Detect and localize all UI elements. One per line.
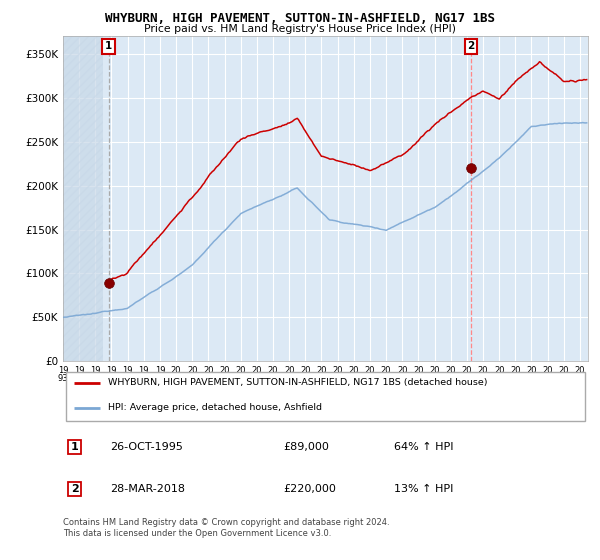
FancyBboxPatch shape <box>65 372 585 421</box>
Text: 13% ↑ HPI: 13% ↑ HPI <box>394 484 453 494</box>
Text: 28-MAR-2018: 28-MAR-2018 <box>110 484 185 494</box>
Text: 1: 1 <box>71 442 79 452</box>
Text: Contains HM Land Registry data © Crown copyright and database right 2024.: Contains HM Land Registry data © Crown c… <box>63 518 389 527</box>
Bar <box>63 36 103 361</box>
Text: 64% ↑ HPI: 64% ↑ HPI <box>394 442 453 452</box>
Text: WHYBURN, HIGH PAVEMENT, SUTTON-IN-ASHFIELD, NG17 1BS: WHYBURN, HIGH PAVEMENT, SUTTON-IN-ASHFIE… <box>105 12 495 25</box>
Text: HPI: Average price, detached house, Ashfield: HPI: Average price, detached house, Ashf… <box>107 403 322 412</box>
Text: 2: 2 <box>71 484 79 494</box>
Text: WHYBURN, HIGH PAVEMENT, SUTTON-IN-ASHFIELD, NG17 1BS (detached house): WHYBURN, HIGH PAVEMENT, SUTTON-IN-ASHFIE… <box>107 379 487 388</box>
Text: 1: 1 <box>105 41 112 52</box>
Text: Price paid vs. HM Land Registry's House Price Index (HPI): Price paid vs. HM Land Registry's House … <box>144 24 456 34</box>
Text: 26-OCT-1995: 26-OCT-1995 <box>110 442 183 452</box>
Text: 2: 2 <box>467 41 475 52</box>
Text: £89,000: £89,000 <box>284 442 329 452</box>
Text: £220,000: £220,000 <box>284 484 337 494</box>
Text: This data is licensed under the Open Government Licence v3.0.: This data is licensed under the Open Gov… <box>63 529 331 538</box>
